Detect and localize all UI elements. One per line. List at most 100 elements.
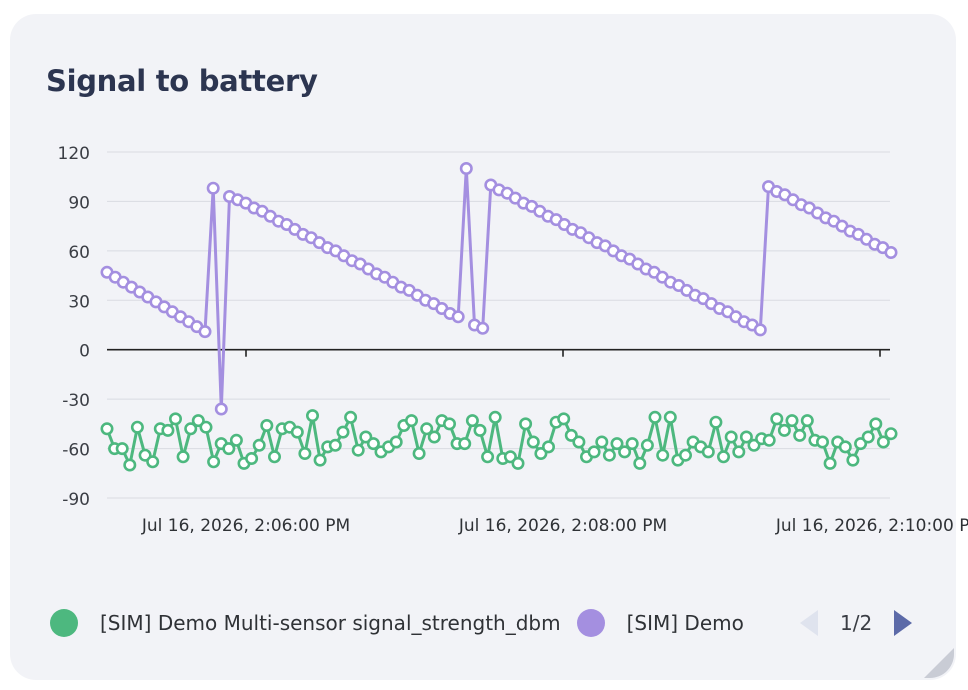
series-demo bbox=[100, 162, 898, 416]
y-tick-label: 90 bbox=[68, 193, 90, 213]
data-point bbox=[587, 445, 601, 459]
data-point bbox=[762, 433, 776, 447]
chart-card: Signal to battery bbox=[10, 14, 956, 680]
data-point bbox=[785, 414, 799, 428]
legend-swatch-signal bbox=[50, 609, 78, 637]
data-point bbox=[313, 453, 327, 467]
data-point bbox=[184, 422, 198, 436]
data-point bbox=[884, 246, 898, 260]
data-point bbox=[336, 425, 350, 439]
data-point bbox=[229, 433, 243, 447]
data-point bbox=[869, 417, 883, 431]
data-point bbox=[451, 310, 465, 324]
data-point bbox=[815, 435, 829, 449]
legend-pager: 1/2 bbox=[800, 606, 913, 640]
data-point bbox=[207, 455, 221, 469]
data-point bbox=[351, 443, 365, 457]
data-point bbox=[260, 418, 274, 432]
legend-prev-page-icon[interactable] bbox=[800, 610, 818, 636]
y-tick-label: -30 bbox=[62, 391, 90, 411]
legend-next-page-icon[interactable] bbox=[894, 610, 913, 636]
data-point bbox=[473, 423, 487, 437]
data-point bbox=[305, 409, 319, 423]
data-point bbox=[465, 414, 479, 428]
y-axis-tick-labels: 120 90 60 30 0 -30 -60 -90 bbox=[58, 144, 90, 510]
data-point bbox=[459, 162, 473, 176]
data-point bbox=[625, 437, 639, 451]
data-point bbox=[716, 450, 730, 464]
data-point bbox=[420, 422, 434, 436]
data-point bbox=[800, 414, 814, 428]
data-point bbox=[557, 412, 571, 426]
data-point bbox=[876, 435, 890, 449]
data-point bbox=[222, 442, 236, 456]
x-tick-label: Jul 16, 2026, 2:06:00 PM bbox=[141, 516, 350, 536]
data-point bbox=[753, 323, 767, 337]
data-point bbox=[389, 435, 403, 449]
y-tick-label: 120 bbox=[58, 144, 90, 164]
data-point bbox=[838, 440, 852, 454]
data-point bbox=[245, 451, 259, 465]
data-point bbox=[328, 438, 342, 452]
data-point bbox=[656, 448, 670, 462]
data-point bbox=[724, 430, 738, 444]
series-signal bbox=[100, 409, 898, 472]
data-point bbox=[412, 446, 426, 460]
data-point bbox=[701, 445, 715, 459]
data-point bbox=[476, 321, 490, 335]
data-point bbox=[519, 417, 533, 431]
data-point bbox=[618, 445, 632, 459]
data-point bbox=[511, 456, 525, 470]
data-point bbox=[267, 450, 281, 464]
data-point bbox=[572, 435, 586, 449]
legend-label-demo: [SIM] Demo bbox=[626, 611, 744, 635]
data-point bbox=[823, 456, 837, 470]
x-axis bbox=[107, 348, 890, 357]
data-point bbox=[633, 456, 647, 470]
y-tick-label: -60 bbox=[62, 441, 90, 461]
series-line bbox=[106, 167, 892, 411]
data-point bbox=[678, 448, 692, 462]
data-point bbox=[366, 437, 380, 451]
data-point bbox=[161, 423, 175, 437]
legend-page-indicator: 1/2 bbox=[840, 611, 873, 635]
data-point bbox=[252, 438, 266, 452]
chart-title: Signal to battery bbox=[46, 64, 318, 98]
data-point bbox=[663, 410, 677, 424]
data-point bbox=[793, 428, 807, 442]
x-axis-tick-labels: Jul 16, 2026, 2:06:00 PM Jul 16, 2026, 2:… bbox=[141, 516, 968, 536]
x-tick-label: Jul 16, 2026, 2:08:00 PM bbox=[458, 516, 667, 536]
data-point bbox=[206, 181, 220, 195]
data-point bbox=[595, 435, 609, 449]
data-point bbox=[481, 450, 495, 464]
data-point bbox=[130, 420, 144, 434]
data-point bbox=[404, 414, 418, 428]
data-point bbox=[199, 420, 213, 434]
y-tick-label: 60 bbox=[68, 243, 90, 263]
data-point bbox=[648, 410, 662, 424]
legend-item-signal[interactable]: [SIM] Demo Multi-sensor signal_strength_… bbox=[50, 609, 561, 637]
y-tick-label: -90 bbox=[62, 490, 90, 510]
data-point bbox=[884, 427, 898, 441]
data-point bbox=[732, 445, 746, 459]
legend-item-demo[interactable]: [SIM] Demo bbox=[576, 609, 744, 637]
data-point bbox=[541, 440, 555, 454]
legend-label-signal: [SIM] Demo Multi-sensor signal_strength_… bbox=[100, 611, 561, 635]
data-point bbox=[610, 437, 624, 451]
data-point bbox=[442, 417, 456, 431]
data-point bbox=[176, 450, 190, 464]
data-point bbox=[777, 423, 791, 437]
y-tick-label: 0 bbox=[79, 342, 90, 362]
data-point bbox=[290, 425, 304, 439]
data-point bbox=[298, 446, 312, 460]
chart-legend: [SIM] Demo Multi-sensor signal_strength_… bbox=[50, 606, 760, 640]
data-point bbox=[770, 412, 784, 426]
y-tick-label: 30 bbox=[68, 292, 90, 312]
data-point bbox=[846, 453, 860, 467]
data-point bbox=[146, 455, 160, 469]
data-point bbox=[169, 412, 183, 426]
data-point bbox=[115, 442, 129, 456]
data-point bbox=[458, 437, 472, 451]
data-point bbox=[427, 430, 441, 444]
